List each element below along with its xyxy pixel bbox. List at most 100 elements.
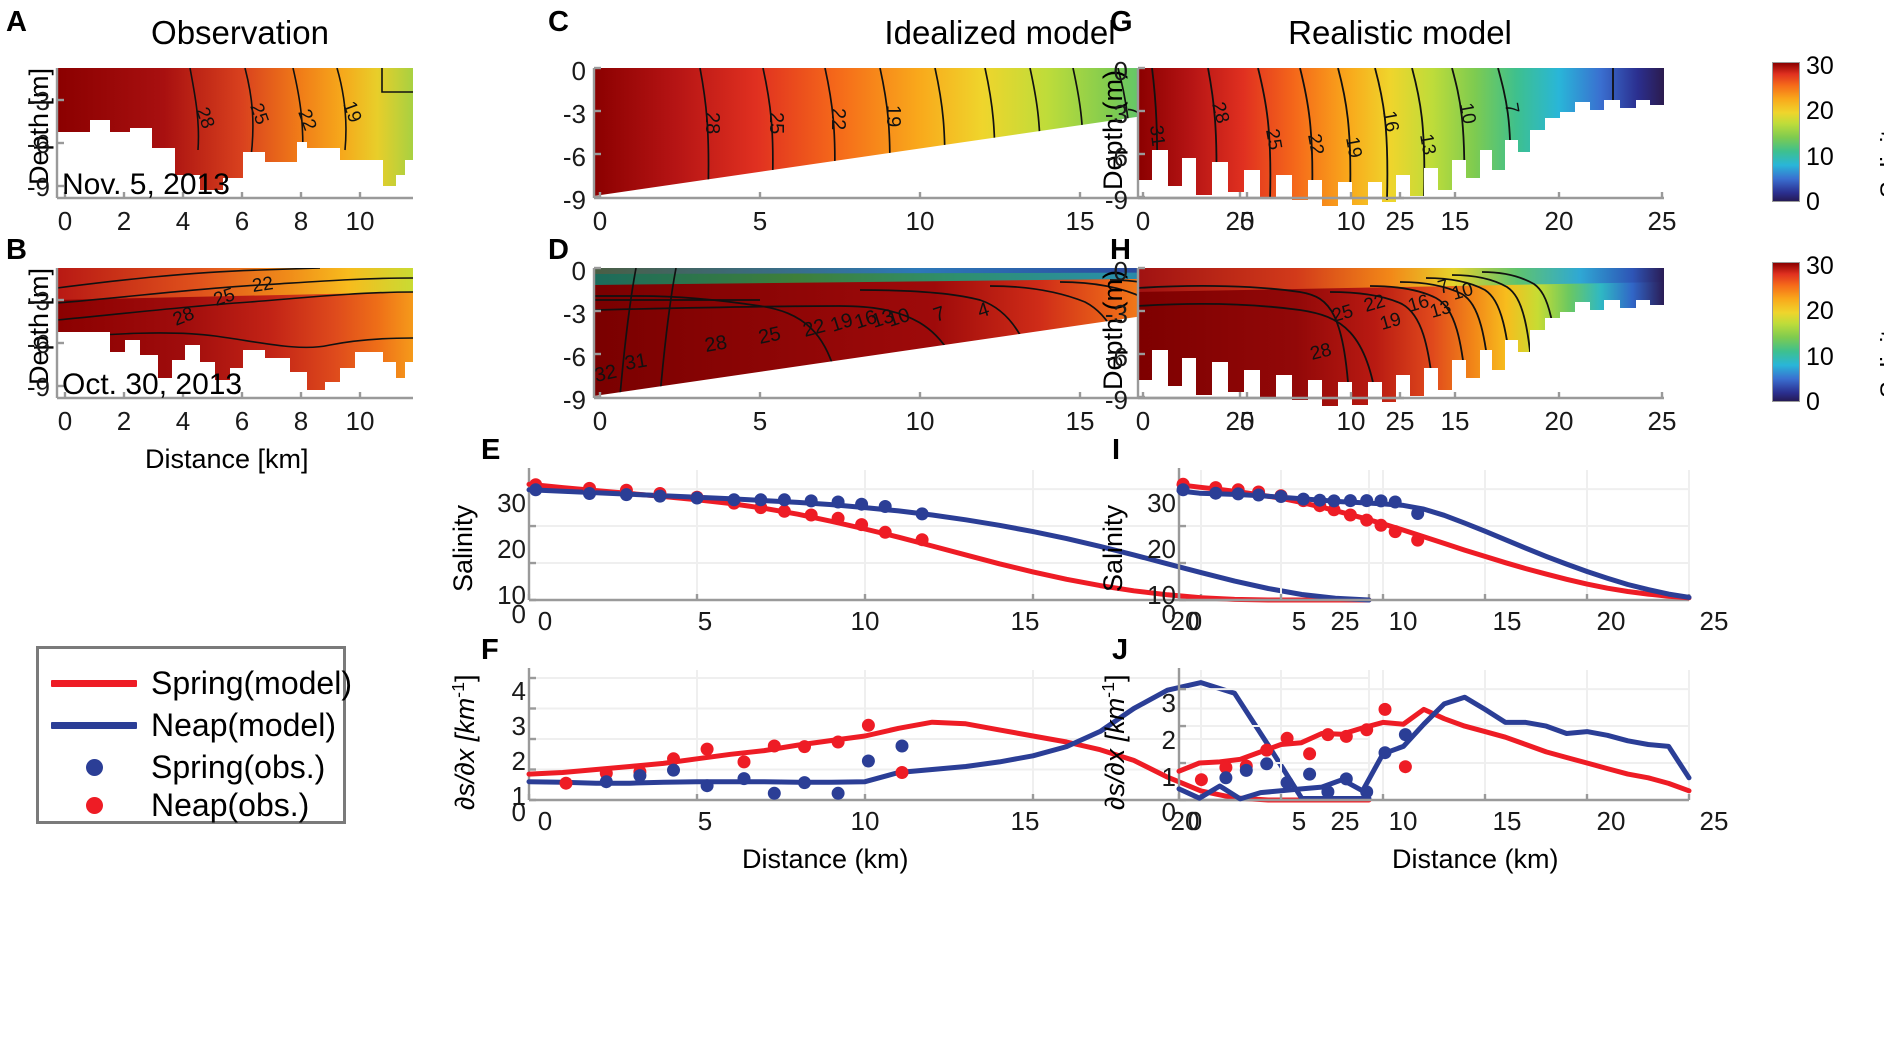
series-point-Spring(obs.) (831, 786, 845, 800)
series-point-Spring(obs.) (1343, 494, 1357, 508)
series-point-Spring(obs.) (737, 772, 751, 786)
panel-G-contour-labels: 31 28 25 22 19 16 13 10 7 (1145, 100, 1523, 160)
series-point-Spring(obs.) (804, 494, 818, 508)
panel-H-xtick-5: 25 (1647, 406, 1677, 436)
panel-label-I: I (1112, 434, 1121, 466)
series-point-Neap(obs.) (804, 508, 818, 522)
series-point-Neap(obs.) (861, 718, 875, 732)
series-point-Spring(obs.) (1209, 486, 1223, 500)
series-point-Spring(obs.) (599, 775, 613, 789)
panel-J-ytick-0: 3 (1161, 688, 1176, 718)
panel-G-ytick-0: 0 (1113, 56, 1128, 86)
series-point-Neap(obs.) (1388, 525, 1402, 539)
svg-text:25: 25 (756, 323, 782, 349)
series-point-Neap(obs.) (1374, 518, 1388, 532)
panel-F-xtick-3: 15 (1010, 806, 1040, 836)
series-point-Spring(obs.) (1411, 507, 1425, 520)
panel-J-xtick-4: 20 (1596, 806, 1626, 836)
svg-text:22: 22 (251, 273, 275, 297)
series-point-Spring(obs.) (1339, 772, 1353, 786)
series-point-Spring(obs.) (1398, 728, 1412, 742)
series-point-Spring(obs.) (667, 763, 680, 777)
panel-J-ytick-3: 0 (1161, 797, 1176, 827)
panel-F-xtick-5: 25 (1330, 806, 1360, 836)
panel-H-ytick-2: -6 (1104, 342, 1128, 372)
panel-I-ylabel: Salinity (1098, 504, 1128, 592)
svg-text:19: 19 (1341, 135, 1365, 159)
series-point-Neap(obs.) (878, 525, 892, 539)
panel-C-ytick-2: -6 (562, 142, 586, 172)
panel-H-plot: 28 25 22 19 16 13 10 7 (1136, 266, 1664, 406)
panel-A-xtick-5: 10 (345, 206, 375, 236)
panel-J-xtick-1: 5 (1291, 806, 1307, 836)
panel-label-D: D (548, 234, 569, 266)
legend-item-spring-model: Spring(model) (51, 665, 352, 702)
svg-text:31: 31 (623, 349, 649, 375)
panel-I-ytick-3: 0 (1161, 599, 1176, 629)
panel-G-xtick-5: 25 (1647, 206, 1677, 236)
colorbar-top-tick-10: 10 (1806, 143, 1834, 171)
panel-A-xtick-0: 0 (57, 206, 73, 236)
series-point-Spring(obs.) (915, 507, 929, 521)
panel-C-ytick-1: -3 (562, 99, 586, 129)
panel-label-C: C (548, 6, 569, 38)
panel-B-date-annotation: Oct. 30, 2013 (62, 368, 243, 401)
series-point-Spring(obs.) (1219, 771, 1233, 785)
series-point-Neap(obs.) (798, 740, 811, 754)
panel-E-xtick-4: 20 (1170, 606, 1200, 636)
panel-G-ytick-2: -6 (1104, 142, 1128, 172)
series-point-Spring(obs.) (1231, 487, 1245, 501)
series-point-Neap(obs.) (1411, 533, 1425, 547)
series-point-Spring(obs.) (633, 769, 647, 783)
panel-J-xlabel: Distance (km) (1392, 844, 1559, 874)
panel-I-plot (1176, 468, 1692, 602)
panel-E-xtick-5: 25 (1330, 606, 1360, 636)
panel-H-xtick-2: 10 (1336, 406, 1366, 436)
panel-D-contour-labels: 32 31 28 25 22 19 16 13 10 7 4 (592, 298, 992, 386)
series-point-Spring(obs.) (895, 739, 909, 753)
svg-text:7: 7 (1500, 101, 1523, 115)
panel-D-xtick-4: 20 (1225, 406, 1255, 436)
svg-text:28: 28 (1308, 339, 1334, 364)
legend-item-spring-obs: Spring(obs.) (51, 749, 325, 786)
series-point-Spring(obs.) (777, 493, 791, 507)
series-point-Neap(obs.) (831, 511, 845, 525)
series-point-Spring(obs.) (767, 786, 781, 800)
svg-text:19: 19 (882, 105, 904, 127)
panel-D-ytick-0: 0 (571, 256, 586, 286)
panel-I-xtick-3: 15 (1492, 606, 1522, 636)
svg-text:31: 31 (1145, 124, 1168, 148)
panel-A-ytick-0: -3 (26, 86, 50, 116)
series-point-Spring(obs.) (529, 483, 543, 497)
colorbar-bottom-tick-30: 30 (1806, 252, 1834, 280)
panel-G-xtick-1: 5 (1239, 206, 1255, 236)
panel-J-xtick-5: 25 (1699, 806, 1729, 836)
series-point-Neap(obs.) (737, 755, 751, 769)
series-point-Spring(obs.) (831, 495, 845, 509)
series-line-Neap(model) (1176, 694, 1692, 802)
series-point-Neap(obs.) (667, 752, 680, 766)
series-point-Spring(obs.) (619, 488, 633, 502)
colorbar-bottom-gradient (1772, 262, 1800, 402)
series-point-Spring(obs.) (861, 754, 875, 768)
svg-text:22: 22 (827, 108, 849, 130)
svg-text:10: 10 (1455, 101, 1479, 125)
series-point-Neap(obs.) (831, 735, 845, 749)
panel-C-ytick-3: -9 (562, 185, 586, 215)
legend-item-neap-model: Neap(model) (51, 707, 336, 744)
panel-B-ytick-2: -9 (26, 372, 50, 402)
panel-D-xtick-3: 15 (1065, 406, 1095, 436)
panel-E-xtick-3: 15 (1010, 606, 1040, 636)
panel-C-xtick-2: 10 (905, 206, 935, 236)
legend-label-spring-obs: Spring(obs.) (151, 749, 326, 785)
column-title-realistic: Realistic model (1288, 14, 1512, 51)
series-point-Neap(obs.) (855, 518, 869, 532)
series-point-Spring(obs.) (1239, 763, 1253, 777)
panel-F-xtick-1: 5 (697, 806, 713, 836)
series-point-Neap(obs.) (777, 504, 791, 518)
panel-J-ytick-1: 2 (1161, 725, 1176, 755)
panel-D-ytick-3: -9 (562, 385, 586, 415)
panel-G-ytick-1: -3 (1104, 99, 1128, 129)
svg-text:28: 28 (703, 331, 729, 357)
